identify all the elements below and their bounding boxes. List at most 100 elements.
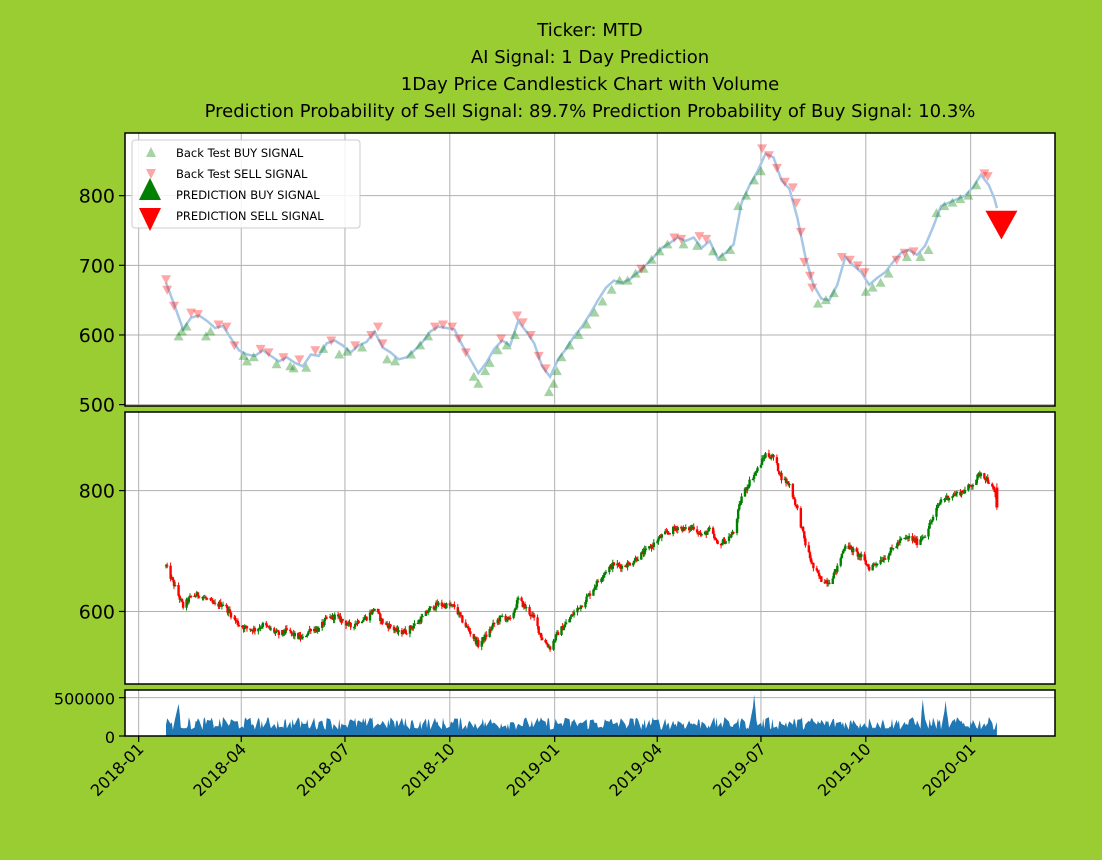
legend-prediction-buy-icon	[139, 178, 161, 200]
legend-entry-backtest-buy: Back Test BUY SIGNAL	[146, 146, 304, 160]
candle-body	[305, 635, 308, 638]
candle-body	[976, 474, 979, 480]
candle-body	[848, 545, 852, 550]
sell-signal-marker	[186, 308, 197, 318]
candle-body	[568, 619, 571, 623]
candle-body	[289, 629, 292, 632]
legend-entry-prediction-buy: PREDICTION BUY SIGNAL	[139, 178, 320, 202]
candle-body	[666, 531, 669, 533]
candle-body	[807, 545, 811, 553]
sell-signal-markers	[161, 144, 993, 374]
candle-body	[983, 473, 986, 479]
candle-body	[560, 626, 563, 636]
candle-body	[947, 497, 951, 501]
sell-signal-marker	[460, 348, 471, 358]
candle-body	[951, 496, 954, 498]
candle-body	[564, 622, 568, 625]
candle-body	[546, 644, 550, 647]
candle-body	[775, 457, 779, 464]
candle-body	[820, 576, 823, 582]
candle-body	[689, 527, 692, 531]
candle-body	[585, 596, 588, 603]
buy-signal-marker	[883, 268, 894, 278]
title-line-3: 1Day Price Candlestick Chart with Volume	[401, 74, 779, 95]
candle-body	[808, 552, 812, 559]
candle-body	[788, 483, 791, 486]
candle-body	[554, 634, 558, 641]
sell-signal-marker	[795, 227, 806, 237]
candle-body	[346, 624, 349, 626]
candle-body	[490, 626, 494, 630]
sell-signal-marker	[255, 344, 266, 354]
candle-body	[673, 526, 676, 529]
candle-body	[692, 526, 695, 530]
candle-body	[563, 624, 567, 628]
candle-body	[480, 640, 483, 647]
sell-signal-marker	[310, 346, 321, 356]
candle-body	[919, 539, 922, 545]
sell-signal-marker	[437, 320, 448, 330]
candle-body	[929, 522, 932, 524]
candle-body	[770, 457, 773, 459]
candle-body	[204, 597, 208, 599]
candle-body	[229, 612, 233, 618]
buy-signal-marker	[556, 352, 567, 362]
candle-body	[506, 616, 510, 620]
candle-body	[513, 609, 516, 613]
title-line-2: AI Signal: 1 Day Prediction	[471, 47, 709, 68]
candle-body	[804, 538, 807, 546]
volume-area-path	[166, 694, 997, 736]
candle-body	[864, 560, 868, 565]
candle-body	[449, 605, 453, 607]
legend-sell-marker-icon	[146, 169, 156, 179]
candle-body	[205, 598, 209, 600]
legend-label-prediction-buy: PREDICTION BUY SIGNAL	[176, 188, 320, 202]
buy-signal-markers	[173, 166, 982, 397]
candle-body	[731, 532, 734, 535]
y-tick-label: 800	[79, 481, 115, 503]
candle-body	[405, 633, 408, 635]
legend-buy-marker-icon	[146, 147, 156, 157]
candle-body	[780, 472, 783, 481]
candle-body	[652, 542, 656, 547]
candle-body	[520, 597, 523, 601]
buy-signal-marker	[548, 378, 559, 388]
candle-body	[863, 554, 866, 561]
buy-signal-marker	[285, 361, 296, 371]
sell-signal-marker	[533, 351, 544, 361]
candlestick-frame	[124, 411, 1056, 685]
buy-signal-marker	[860, 286, 871, 296]
buy-signal-marker	[812, 298, 823, 308]
candle-body	[516, 597, 520, 601]
y-tick-label: 500000	[54, 690, 115, 709]
candle-body	[515, 600, 519, 608]
signals-frame	[124, 132, 1056, 407]
candle-body	[361, 620, 365, 622]
y-tick-label: 600	[79, 601, 115, 623]
candle-body	[397, 630, 400, 633]
candlestick-panel: 600 800	[79, 411, 1056, 685]
candle-body	[602, 574, 605, 578]
candle-body	[219, 602, 222, 607]
price-line-path	[164, 152, 999, 380]
candle-body	[371, 609, 374, 615]
buy-signal-marker	[501, 340, 512, 350]
candle-body	[921, 537, 924, 539]
sell-signal-marker	[229, 341, 240, 351]
y-tick-label: 700	[79, 255, 115, 277]
sell-signal-marker	[891, 255, 902, 265]
candle-body	[339, 615, 342, 622]
buy-signal-marker	[662, 239, 673, 249]
candle-body	[883, 558, 887, 560]
candle-body	[764, 453, 767, 458]
candle-body	[855, 548, 858, 552]
candle-body	[960, 490, 963, 496]
price-line	[164, 152, 999, 380]
candle-body	[968, 484, 971, 486]
buy-signal-marker	[606, 284, 617, 294]
buy-signal-marker	[589, 307, 600, 317]
sell-signal-marker	[496, 334, 507, 344]
candle-body	[594, 586, 597, 588]
sell-signal-marker	[799, 257, 810, 267]
legend-label-backtest-buy: Back Test BUY SIGNAL	[176, 146, 304, 160]
